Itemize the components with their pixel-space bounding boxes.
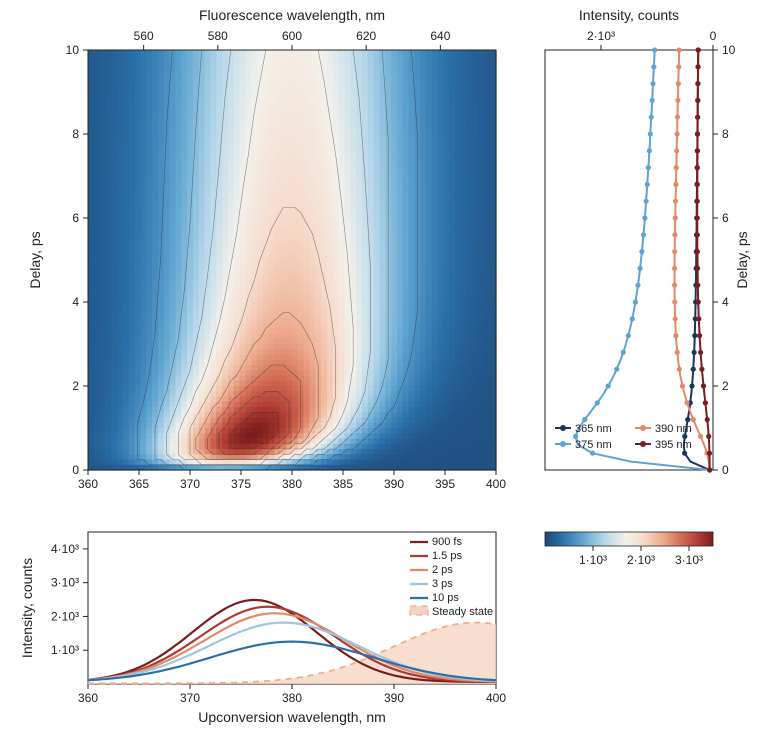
- heatmap-panel: 0246810 360365370375380385390395400 5605…: [27, 7, 506, 491]
- traces-title: Intensity, counts: [579, 7, 679, 23]
- decay-traces-panel: Intensity, counts Delay, ps 2·10³0 02468…: [545, 7, 750, 477]
- spectra-panel: Intensity, counts Upconversion wavelengt…: [19, 532, 506, 725]
- spectra-xlabel: Upconversion wavelength, nm: [198, 709, 386, 725]
- heatmap-ylabel: Delay, ps: [27, 231, 43, 288]
- heatmap-top-title: Fluorescence wavelength, nm: [199, 7, 385, 23]
- figure: 0246810 360365370375380385390395400 5605…: [0, 0, 768, 740]
- colorbar: 1·10³2·10³3·10³: [545, 532, 713, 567]
- traces-ylabel-right: Delay, ps: [734, 231, 750, 288]
- spectra-ylabel: Intensity, counts: [19, 558, 35, 658]
